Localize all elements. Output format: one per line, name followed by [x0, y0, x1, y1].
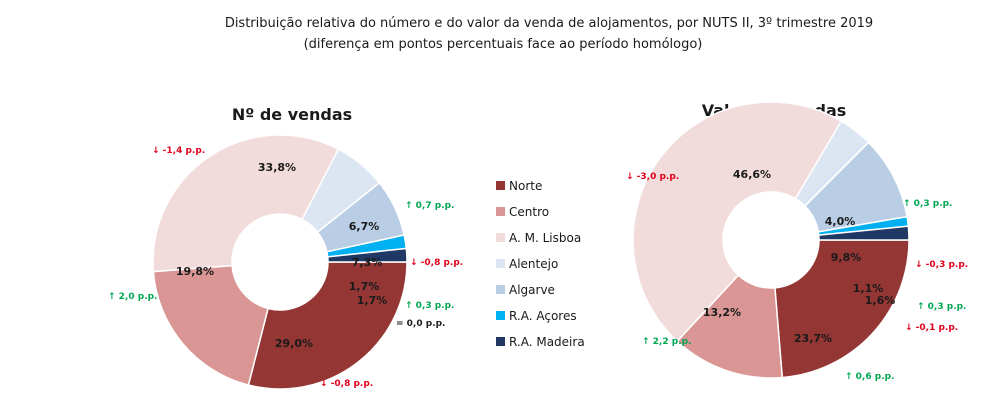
- donut-chart-vendas: 29,0% ↓ -0,8 p.p. 19,8% ↑ 2,0 p.p. 33,8% ↓ -1…: [108, 134, 463, 390]
- main-title: Distribuição relativa do número e do val…: [225, 16, 873, 31]
- change-label-r-a-madeira: = 0,0 p.p.: [396, 319, 445, 329]
- slice-label-norte: 23,7%: [794, 332, 832, 345]
- legend-swatch-alentejo: [496, 259, 505, 268]
- slice-centro: [152, 264, 269, 386]
- slice-norte: [247, 261, 408, 390]
- slice-label-a-m-lisboa: 33,8%: [258, 161, 296, 174]
- slice-label-norte: 29,0%: [275, 337, 313, 350]
- slice-label-alentejo: 4,0%: [825, 215, 856, 228]
- legend-item-centro: Centro: [509, 205, 549, 219]
- slice-label-r-a-acores: 1,1%: [853, 282, 884, 295]
- legend-item-a-m-lisboa: A. M. Lisboa: [509, 231, 581, 245]
- change-label-alentejo: ↑ 0,7 p.p.: [405, 201, 454, 211]
- change-label-a-m-lisboa: ↓ -1,4 p.p.: [152, 146, 205, 156]
- change-label-norte: ↓ -0,8 p.p.: [320, 379, 373, 389]
- slice-label-algarve: 9,8%: [831, 251, 862, 264]
- slice-label-r-a-madeira: 1,7%: [357, 294, 388, 307]
- change-label-algarve: ↓ -0,8 p.p.: [410, 258, 463, 268]
- legend-swatch-algarve: [496, 285, 505, 294]
- slice-label-centro: 19,8%: [176, 265, 214, 278]
- slice-label-algarve: 7,3%: [352, 256, 383, 269]
- slice-centro: [676, 274, 784, 379]
- chart-title-vendas: Nº de vendas: [232, 105, 352, 124]
- change-label-norte: ↑ 0,6 p.p.: [845, 372, 894, 382]
- subtitle: (diferença em pontos percentuais face ao…: [304, 37, 703, 52]
- legend-swatch-centro: [496, 207, 505, 216]
- change-label-a-m-lisboa: ↓ -3,0 p.p.: [626, 172, 679, 182]
- legend-swatch-norte: [496, 181, 505, 190]
- slice-a-m-lisboa: [152, 134, 340, 273]
- slice-label-a-m-lisboa: 46,6%: [733, 168, 771, 181]
- slice-a-m-lisboa: [632, 101, 843, 343]
- legend-swatch-a-m-lisboa: [496, 233, 505, 242]
- legend-item-norte: Norte: [509, 179, 542, 193]
- legend: Norte Centro A. M. Lisboa Alentejo Algarve R.…: [496, 179, 585, 349]
- legend-item-r-a-madeira: R.A. Madeira: [509, 335, 585, 349]
- legend-item-alentejo: Alentejo: [509, 257, 558, 271]
- legend-swatch-r-a-madeira: [496, 337, 505, 346]
- legend-swatch-r-a-acores: [496, 311, 505, 320]
- legend-item-r-a-acores: R.A. Açores: [509, 309, 577, 323]
- change-label-r-a-acores: ↑ 0,3 p.p.: [917, 302, 966, 312]
- slice-label-r-a-acores: 1,7%: [349, 280, 380, 293]
- change-label-algarve: ↓ -0,3 p.p.: [915, 260, 968, 270]
- slice-label-centro: 13,2%: [703, 306, 741, 319]
- change-label-centro: ↑ 2,0 p.p.: [108, 292, 157, 302]
- change-label-r-a-acores: ↑ 0,3 p.p.: [405, 301, 454, 311]
- legend-item-algarve: Algarve: [509, 283, 555, 297]
- slice-label-r-a-madeira: 1,6%: [865, 294, 896, 307]
- change-label-centro: ↑ 2,2 p.p.: [642, 337, 691, 347]
- slice-norte: [774, 239, 910, 379]
- change-label-r-a-madeira: ↓ -0,1 p.p.: [905, 323, 958, 333]
- donut-chart-valor: 23,7% ↑ 0,6 p.p. 13,2% ↑ 2,2 p.p. 46,6% ↓ -3,…: [626, 101, 968, 382]
- change-label-alentejo: ↑ 0,3 p.p.: [903, 199, 952, 209]
- slice-r-a-madeira: [326, 247, 408, 263]
- slice-label-alentejo: 6,7%: [349, 220, 380, 233]
- slice-r-a-madeira: [817, 225, 910, 241]
